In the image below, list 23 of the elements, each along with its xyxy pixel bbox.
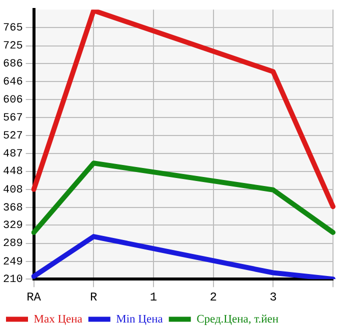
x-tick-label: R xyxy=(90,290,98,304)
y-tick-label: 329 xyxy=(2,220,23,232)
y-tick-label: 646 xyxy=(2,76,23,89)
y-tick-label: 249 xyxy=(2,256,23,268)
y-tick-label: 606 xyxy=(2,94,23,107)
legend-label: Сред.Цена, т.йен xyxy=(196,313,279,326)
y-tick-label: 725 xyxy=(2,40,23,53)
y-tick-label: 686 xyxy=(2,58,23,70)
y-tick-label: 765 xyxy=(2,22,23,35)
y-tick-label: 368 xyxy=(2,202,23,214)
x-tick-label: 1 xyxy=(150,290,158,304)
x-tick-label: 2 xyxy=(210,290,217,304)
y-tick-label: 487 xyxy=(2,148,23,161)
x-tick-label: RA xyxy=(26,290,42,304)
x-tick-label: 3 xyxy=(270,290,277,304)
y-tick-label: 567 xyxy=(2,112,23,124)
y-tick-label: 210 xyxy=(2,274,23,286)
legend-label: Min Цена xyxy=(116,313,163,326)
y-tick-label: 527 xyxy=(2,130,23,142)
y-tick-label: 289 xyxy=(2,238,23,250)
y-tick-label: 448 xyxy=(2,166,23,178)
legend-label: Max Цена xyxy=(34,313,82,326)
y-tick-label: 408 xyxy=(2,184,23,196)
